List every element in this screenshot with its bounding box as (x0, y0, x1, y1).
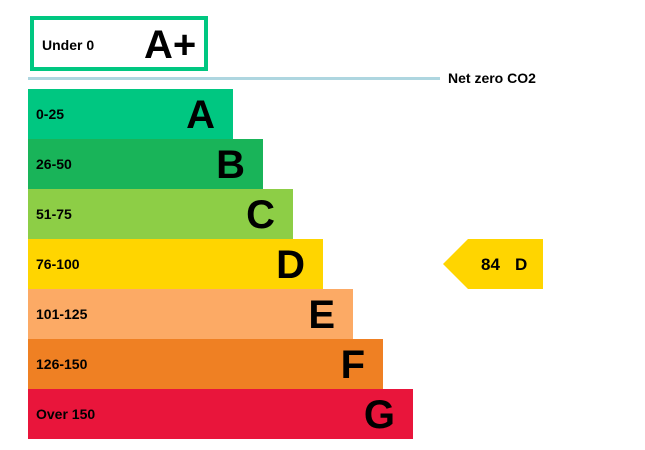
band-g: Over 150 G (28, 389, 413, 439)
band-letter: A (186, 93, 215, 137)
net-zero-line (28, 77, 440, 80)
band-letter: C (246, 193, 275, 237)
band-a: 0-25 A (28, 89, 233, 139)
band-b: 26-50 B (28, 139, 263, 189)
band-e: 101-125 E (28, 289, 353, 339)
band-f: 126-150 F (28, 339, 383, 389)
band-range: 0-25 (36, 106, 65, 122)
band-range: Under 0 (42, 37, 95, 53)
band-range: 126-150 (36, 356, 88, 372)
band-c: 51-75 C (28, 189, 293, 239)
band-a-plus: Under 0 A+ (30, 16, 208, 71)
current-value: 84 (481, 255, 500, 274)
band-letter: G (363, 393, 395, 437)
band-d: 76-100 D (28, 239, 323, 289)
band-letter: D (276, 243, 305, 287)
band-range: Over 150 (36, 406, 96, 422)
band-letter: F (340, 343, 365, 387)
net-zero-label: Net zero CO2 (448, 70, 536, 86)
current-rating-arrow: 84 D (443, 239, 543, 289)
band-letter: B (216, 143, 245, 187)
band-range: 26-50 (36, 156, 72, 172)
band-letter: A+ (144, 23, 197, 67)
band-range: 76-100 (36, 256, 80, 272)
band-range: 51-75 (36, 206, 72, 222)
band-letter: E (308, 293, 335, 337)
current-letter: D (515, 255, 528, 274)
band-range: 101-125 (36, 306, 88, 322)
